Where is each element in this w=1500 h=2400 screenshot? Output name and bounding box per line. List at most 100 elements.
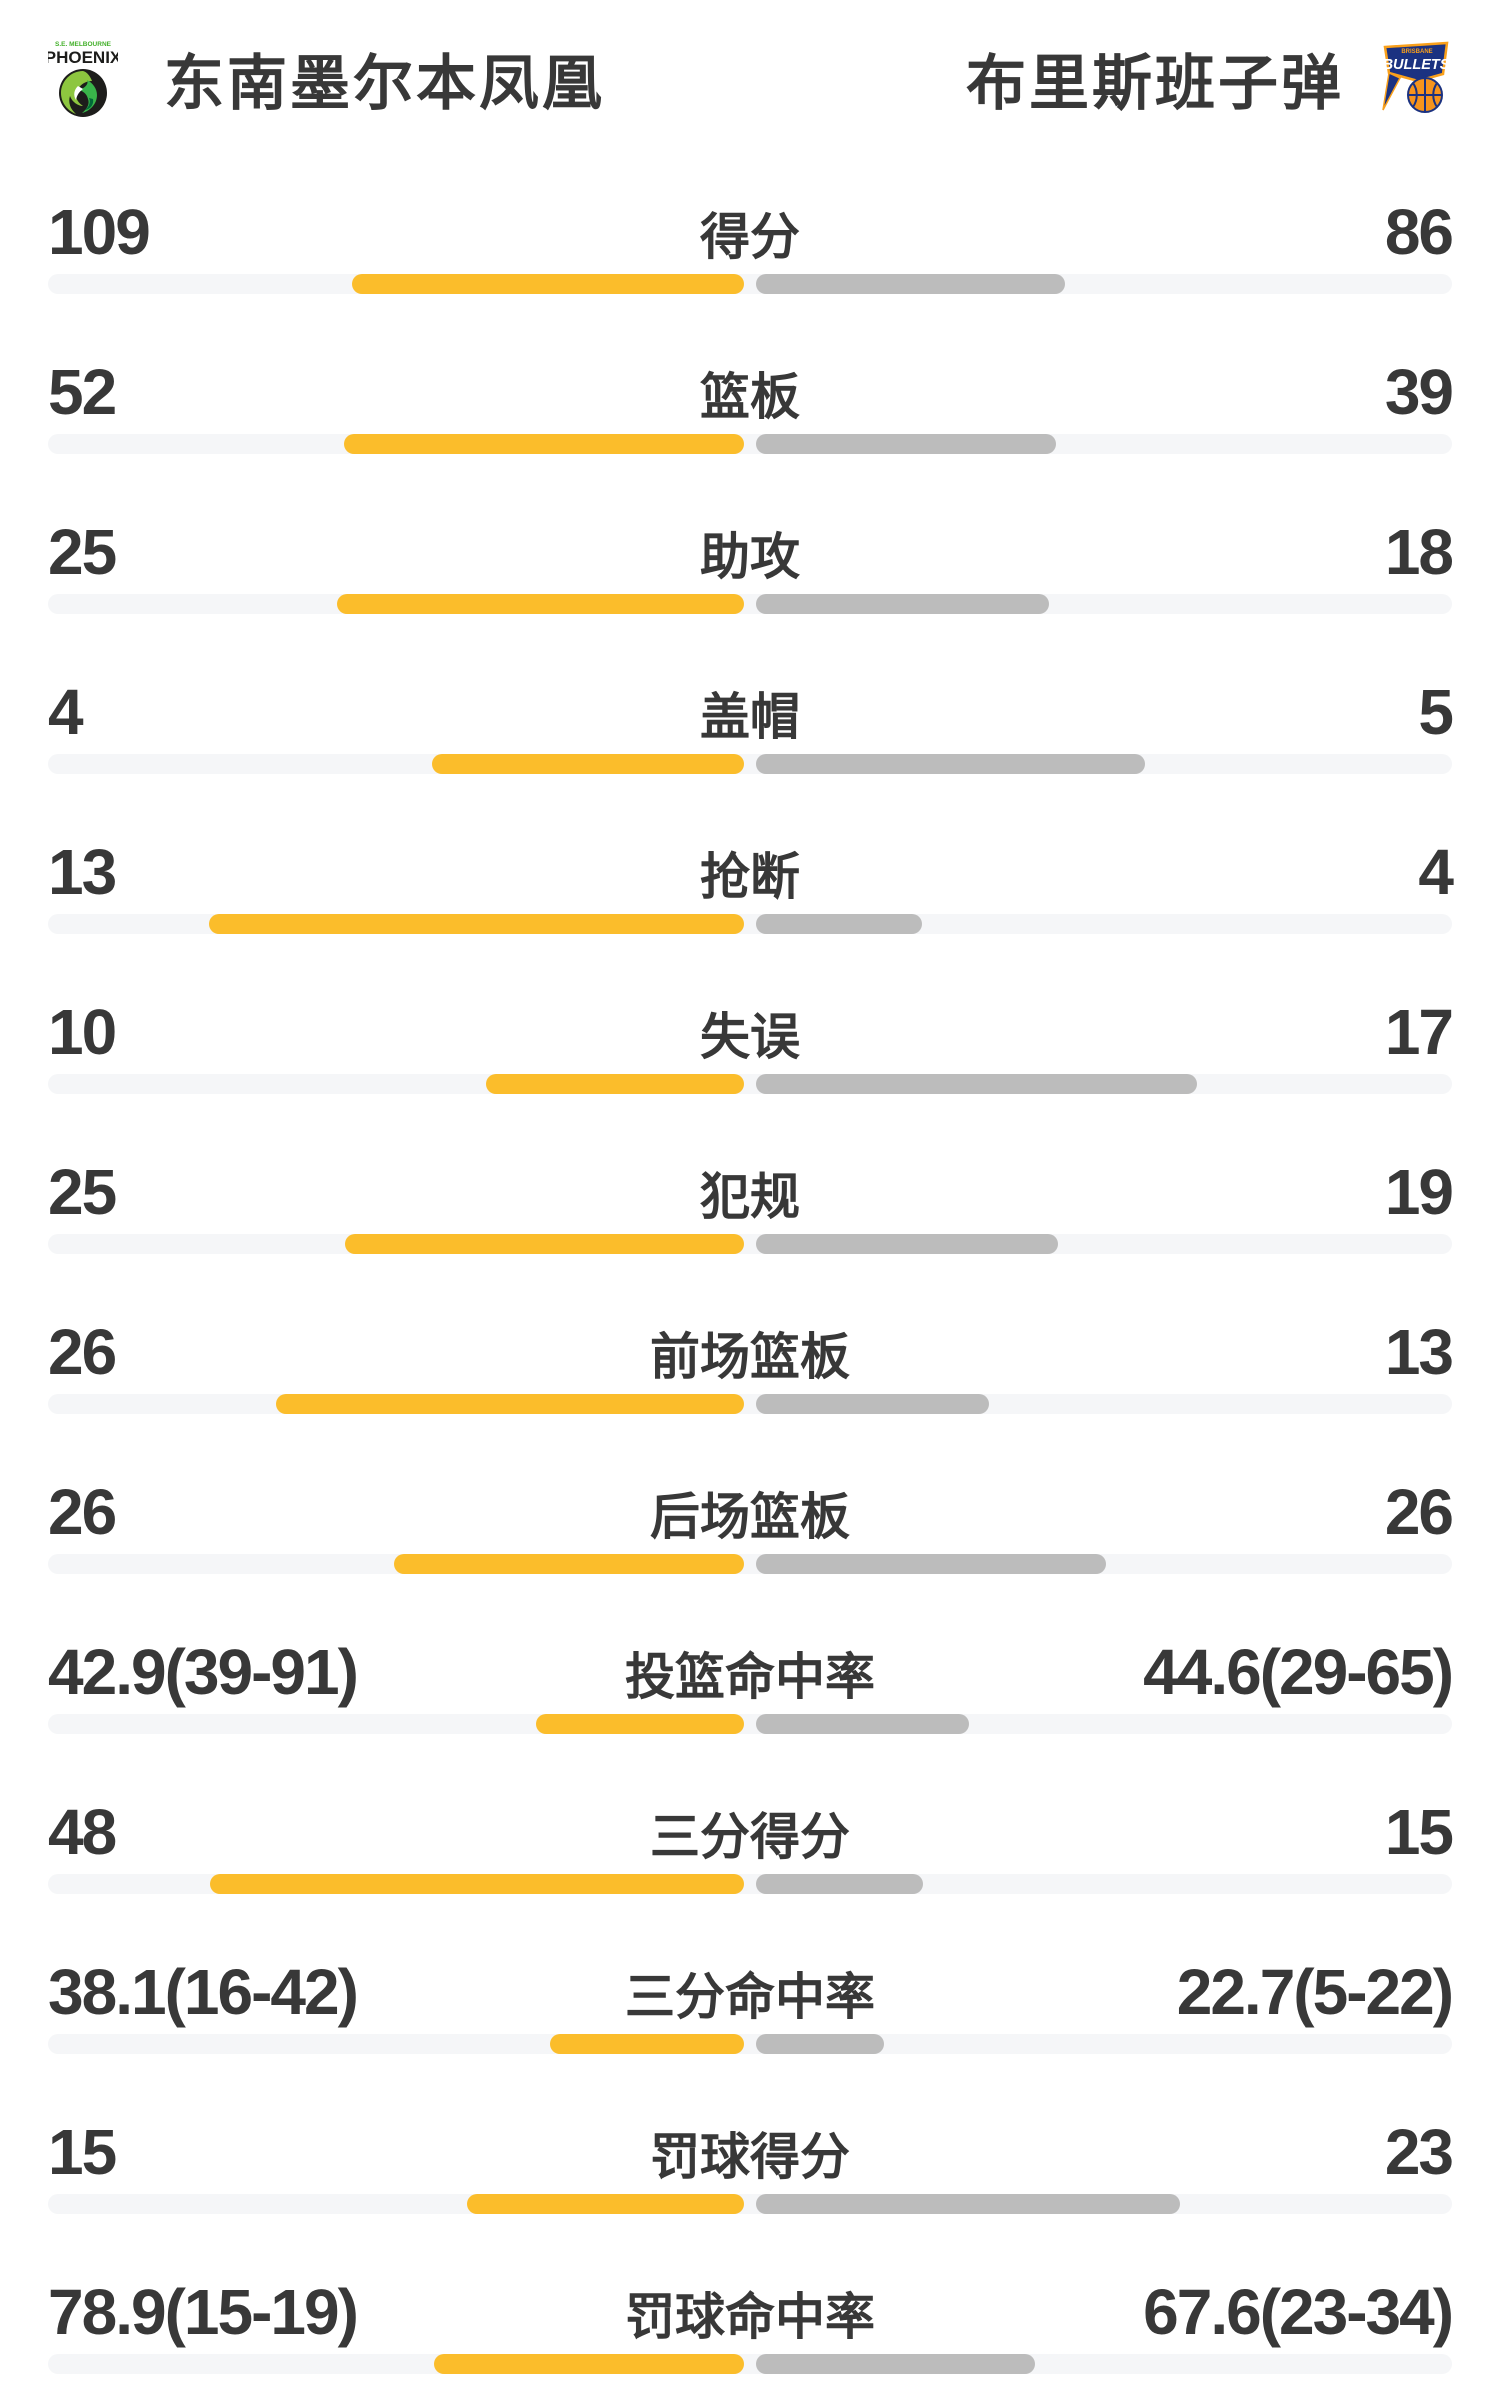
home-bar <box>485 1074 744 1094</box>
away-value: 17 <box>1384 996 1454 1068</box>
away-bar <box>756 594 1050 614</box>
away-value: 23 <box>1384 2116 1454 2188</box>
bullets-logo-icon: BRISBANE BULLETS <box>1382 41 1450 113</box>
bullets-logo-shield <box>1383 41 1449 83</box>
away-bar <box>756 1394 990 1414</box>
stat-label: 三分命中率 <box>625 1969 875 2025</box>
stat-line: 52 篮板 39 <box>48 356 1454 428</box>
home-value: 26 <box>48 1316 117 1388</box>
home-value: 78.9(15-19) <box>48 2276 359 2348</box>
away-value: 86 <box>1384 196 1454 268</box>
stat-row: 42.9(39-91) 投篮命中率 44.6(29-65) <box>48 1636 1454 1800</box>
away-value: 19 <box>1384 1156 1454 1228</box>
away-bar <box>756 274 1065 294</box>
home-bar <box>336 594 744 614</box>
stat-bar-track <box>48 274 1452 294</box>
stat-label: 投篮命中率 <box>625 1649 875 1705</box>
away-bar <box>756 2034 884 2054</box>
stat-bar-track <box>48 914 1452 934</box>
stat-row: 25 犯规 19 <box>48 1156 1454 1320</box>
away-value: 18 <box>1384 516 1454 588</box>
stat-label: 篮板 <box>700 369 800 425</box>
stats-rows: 109 得分 86 52 篮板 39 25 助攻 18 4 盖帽 5 13 抢断 4 10 失误 17 25 犯规 19… <box>48 196 1454 2400</box>
home-value: 109 <box>48 196 151 268</box>
stat-row: 4 盖帽 5 <box>48 680 1454 840</box>
stat-line: 26 前场篮板 13 <box>48 1316 1454 1388</box>
stat-label: 盖帽 <box>700 689 800 745</box>
home-bar <box>345 1234 744 1254</box>
away-value: 4 <box>1418 836 1454 908</box>
stat-line: 25 助攻 18 <box>48 516 1454 588</box>
stat-line: 4 盖帽 5 <box>48 680 1454 745</box>
away-team-name: 布里斯班子弹 <box>966 49 1344 117</box>
away-team-header: 布里斯班子弹 BRISBANE BULLETS <box>966 35 1452 122</box>
stat-bar-track <box>48 1394 1452 1414</box>
home-bar <box>394 1554 744 1574</box>
stat-row: 78.9(15-19) 罚球命中率 67.6(23-34) <box>48 2276 1454 2400</box>
home-bar <box>432 754 744 774</box>
stat-bar-track <box>48 1074 1452 1094</box>
home-bar <box>343 434 744 454</box>
home-bar <box>433 2354 744 2374</box>
home-team-header: S.E. MELBOURNE PHOENIX 东南墨尔本凤凰 <box>48 35 605 122</box>
stat-label: 犯规 <box>700 1169 800 1225</box>
away-bar <box>756 914 922 934</box>
away-bar <box>756 754 1145 774</box>
stat-line: 38.1(16-42) 三分命中率 22.7(5-22) <box>48 1956 1454 2028</box>
stat-label: 失误 <box>700 1009 800 1065</box>
home-value: 10 <box>48 996 117 1068</box>
away-value: 13 <box>1384 1316 1454 1388</box>
stat-line: 25 犯规 19 <box>48 1156 1454 1228</box>
stat-label: 后场篮板 <box>650 1489 850 1545</box>
stat-line: 42.9(39-91) 投篮命中率 44.6(29-65) <box>48 1636 1454 1708</box>
home-value: 38.1(16-42) <box>48 1956 359 2028</box>
stat-bar-track <box>48 754 1452 774</box>
stat-line: 13 抢断 4 <box>48 836 1454 908</box>
home-value: 26 <box>48 1476 117 1548</box>
stat-bar-track <box>48 434 1452 454</box>
away-bar <box>756 1554 1106 1574</box>
stat-label: 助攻 <box>700 529 800 585</box>
phoenix-logo-top-text: S.E. MELBOURNE <box>55 41 112 48</box>
match-header: S.E. MELBOURNE PHOENIX 东南墨尔本凤凰 布里斯班子弹 BR… <box>0 36 1500 120</box>
home-bar <box>550 2034 744 2054</box>
home-bar <box>209 914 744 934</box>
stat-row: 52 篮板 39 <box>48 356 1454 520</box>
stat-bar-track <box>48 1234 1452 1254</box>
stat-row: 109 得分 86 <box>48 196 1454 360</box>
stat-line: 78.9(15-19) 罚球命中率 67.6(23-34) <box>48 2276 1454 2348</box>
stat-label: 罚球得分 <box>650 2129 850 2185</box>
stat-label: 三分得分 <box>650 1809 850 1865</box>
stat-bar-track <box>48 2194 1452 2214</box>
stat-line: 15 罚球得分 23 <box>48 2116 1454 2188</box>
bullets-logo-top-text: BRISBANE <box>1401 49 1432 55</box>
away-bar <box>756 1074 1197 1094</box>
away-value: 44.6(29-65) <box>1143 1636 1454 1708</box>
stat-row: 25 助攻 18 <box>48 516 1454 680</box>
away-value: 22.7(5-22) <box>1176 1956 1454 2028</box>
away-value: 26 <box>1384 1476 1454 1548</box>
stat-label: 前场篮板 <box>650 1329 850 1385</box>
stat-label: 抢断 <box>700 849 800 905</box>
stat-line: 10 失误 17 <box>48 996 1454 1068</box>
away-value: 67.6(23-34) <box>1143 2276 1454 2348</box>
stat-bar-track <box>48 2354 1452 2374</box>
home-value: 25 <box>48 1156 117 1228</box>
home-bar <box>352 274 744 294</box>
stat-line: 109 得分 86 <box>48 196 1454 268</box>
away-bar <box>756 1234 1058 1254</box>
away-bar <box>756 1714 970 1734</box>
away-bar <box>756 1874 924 1894</box>
away-value: 15 <box>1384 1796 1454 1868</box>
stat-row: 15 罚球得分 23 <box>48 2116 1454 2280</box>
stat-row: 10 失误 17 <box>48 996 1454 1160</box>
stat-line: 48 三分得分 15 <box>48 1796 1454 1868</box>
phoenix-logo-main-text: PHOENIX <box>48 48 118 67</box>
home-value: 52 <box>48 356 117 428</box>
stat-label: 得分 <box>700 209 800 265</box>
home-bar <box>276 1394 744 1414</box>
home-bar <box>210 1874 744 1894</box>
stat-bar-track <box>48 1714 1452 1734</box>
stat-row: 48 三分得分 15 <box>48 1796 1454 1960</box>
match-stats-panel: S.E. MELBOURNE PHOENIX 东南墨尔本凤凰 布里斯班子弹 BR… <box>0 36 1500 2400</box>
